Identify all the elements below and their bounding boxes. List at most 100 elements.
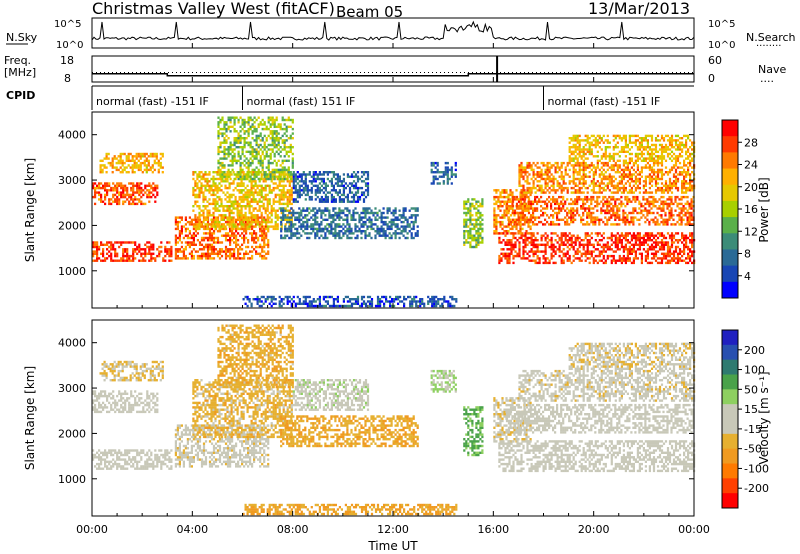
power-cell <box>469 218 472 221</box>
power-cell <box>247 161 250 165</box>
power-cell <box>304 227 307 231</box>
power-cell <box>678 257 682 260</box>
power-cell <box>247 241 250 244</box>
power-cell <box>330 230 333 233</box>
power-cell <box>117 155 120 158</box>
power-cell <box>277 168 280 172</box>
power-cell <box>259 123 262 126</box>
power-cell <box>678 198 681 201</box>
power-cell <box>499 209 502 212</box>
power-cell <box>300 218 303 221</box>
power-cell <box>306 186 309 190</box>
power-cell <box>267 161 270 165</box>
power-cell <box>505 205 508 208</box>
power-cell <box>278 207 281 210</box>
power-cell <box>138 198 141 201</box>
frequency-line <box>92 72 694 77</box>
power-cell <box>143 155 146 158</box>
power-cell <box>382 227 385 231</box>
power-cell <box>145 171 148 174</box>
power-cell <box>239 216 242 219</box>
power-cell <box>200 175 203 178</box>
power-cell <box>400 214 403 217</box>
power-cell <box>206 177 209 181</box>
power-cell <box>554 223 557 226</box>
power-cell <box>676 205 679 208</box>
power-cell <box>588 214 591 217</box>
power-cell <box>274 193 277 197</box>
power-cell <box>687 252 690 255</box>
power-cell <box>225 121 228 124</box>
power-cell <box>582 207 585 210</box>
power-cell <box>412 236 415 240</box>
power-cell <box>276 193 279 197</box>
power-cell <box>314 177 317 181</box>
power-cell <box>666 202 669 206</box>
power-cell <box>682 218 685 221</box>
power-cell <box>570 216 573 219</box>
power-cell <box>239 171 242 174</box>
power-cell <box>534 250 537 253</box>
power-cell <box>662 200 665 203</box>
power-cell <box>129 152 132 156</box>
power-cell <box>408 209 411 212</box>
power-cell <box>136 252 139 255</box>
power-cell <box>525 220 529 224</box>
power-cell <box>316 232 319 235</box>
power-cell <box>260 186 263 190</box>
power-cell <box>220 214 223 217</box>
power-cell <box>214 182 217 185</box>
power-cell <box>566 257 569 260</box>
power-cell <box>248 211 251 215</box>
power-cell <box>276 216 279 219</box>
power-cell <box>318 171 321 174</box>
power-cell <box>572 234 575 237</box>
power-cell <box>296 195 299 199</box>
power-cell <box>324 227 327 231</box>
power-cell <box>520 191 523 194</box>
power-cell <box>251 125 254 128</box>
power-cell <box>192 239 195 242</box>
power-cell <box>664 236 668 240</box>
power-cell <box>227 155 230 158</box>
power-cell <box>266 214 269 217</box>
power-cell <box>267 148 270 151</box>
power-cell <box>562 259 565 262</box>
power-cell <box>368 225 371 228</box>
power-cell <box>266 200 269 203</box>
power-cell <box>117 168 120 172</box>
power-cell <box>346 216 349 219</box>
power-cell <box>467 236 470 240</box>
power-cell <box>132 200 135 203</box>
power-cell <box>184 241 187 244</box>
power-cell <box>664 200 667 203</box>
power-cell <box>406 223 409 226</box>
power-cell <box>402 216 405 219</box>
power-cell <box>400 230 403 233</box>
power-cell <box>390 227 393 231</box>
power-cell <box>342 223 345 226</box>
power-cell <box>218 209 221 212</box>
power-cell <box>264 211 267 215</box>
power-cell <box>463 225 466 228</box>
power-cell <box>210 252 214 255</box>
power-cell <box>219 132 222 135</box>
power-cell <box>206 214 209 217</box>
power-cell <box>574 239 577 242</box>
power-cell <box>320 180 323 183</box>
power-cell <box>674 248 678 251</box>
power-cell <box>214 227 217 231</box>
power-cell <box>94 252 97 255</box>
power-cell <box>261 161 264 165</box>
power-cell <box>294 180 297 183</box>
power-cell <box>240 182 243 185</box>
power-cell <box>267 177 270 181</box>
power-cell <box>255 234 258 237</box>
power-cell <box>134 243 137 246</box>
power-cell <box>662 234 666 237</box>
power-cell <box>538 200 541 203</box>
power-cell <box>290 211 293 215</box>
power-cell <box>225 173 228 176</box>
power-cell <box>652 257 656 260</box>
power-cell <box>208 223 211 226</box>
